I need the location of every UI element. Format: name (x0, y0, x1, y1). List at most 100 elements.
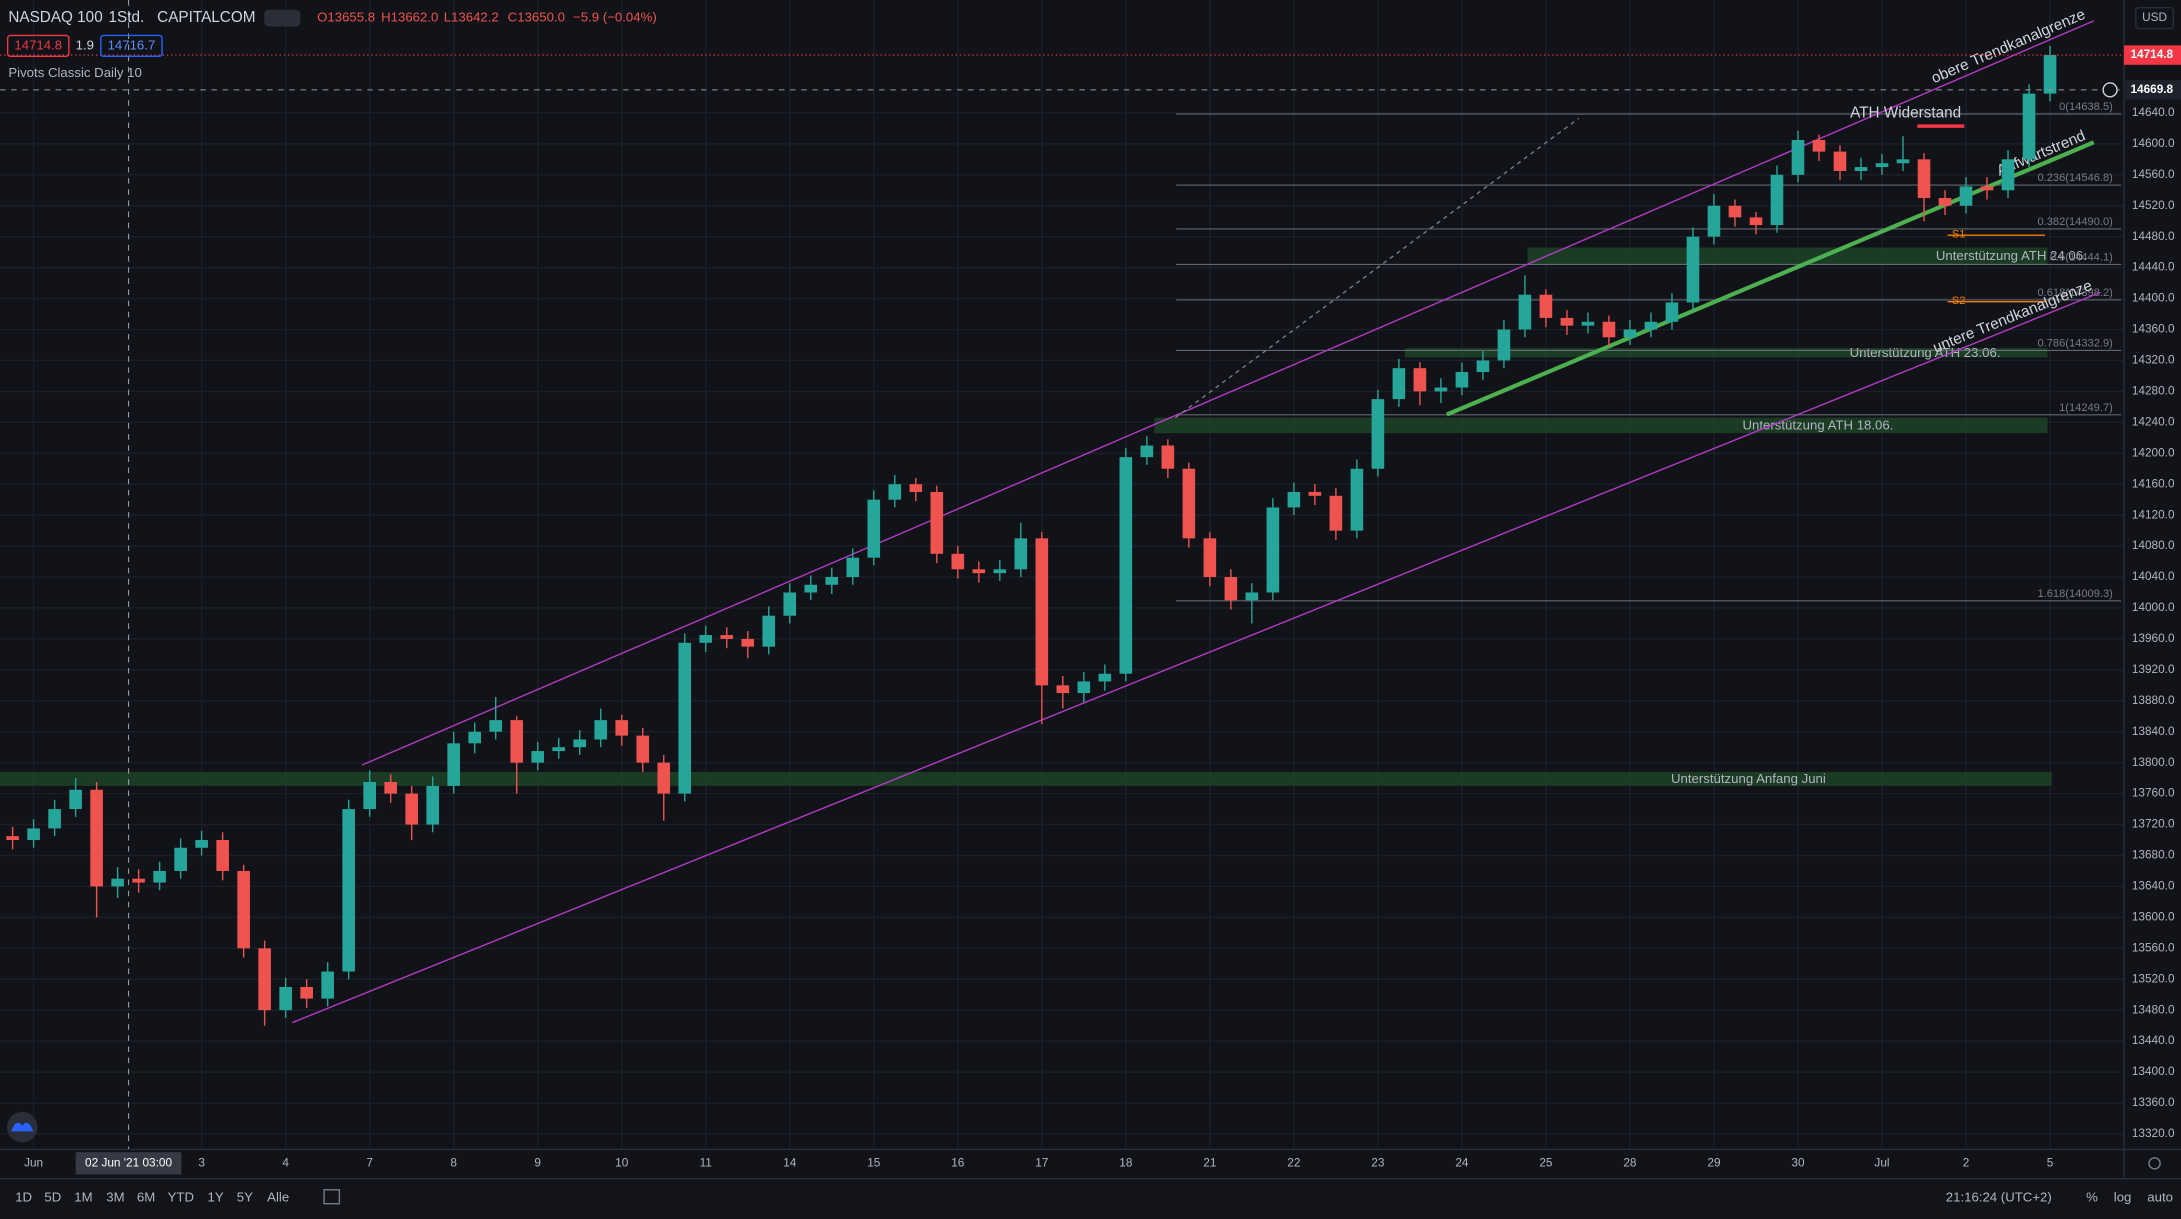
x-tick-label: 3 (198, 1155, 205, 1169)
candle-body (930, 491, 944, 554)
range-button[interactable]: 6M (137, 1190, 155, 1205)
candle-body (1350, 468, 1364, 531)
bid[interactable]: 14714.8 (14, 37, 62, 52)
ask[interactable]: 14716.7 (108, 37, 156, 52)
candle-body (1854, 167, 1868, 171)
currency-box[interactable] (2135, 6, 2175, 30)
crosshair-price-label: 14669.8 (2130, 82, 2173, 96)
axis-settings[interactable] (2148, 1157, 2161, 1170)
candle-body (426, 785, 439, 825)
axes: 13320.0 13360.0 13400.0 13440.0 13480.0 13520… (24, 45, 2181, 1175)
source: CAPITALCOM (157, 9, 255, 26)
candle-body (1686, 236, 1700, 303)
ask-box[interactable] (100, 34, 163, 58)
candle-body (1476, 360, 1490, 373)
candle-body (174, 847, 187, 871)
candle-body (531, 751, 545, 763)
indicator[interactable]: Pivots Classic Daily 10 (8, 65, 142, 80)
candle-body (321, 971, 334, 999)
candle-body (1644, 321, 1658, 330)
crosshair-price-tag (2123, 80, 2181, 100)
x-tick-label: 14 (783, 1155, 797, 1169)
candle-body (237, 870, 250, 949)
range-button[interactable]: 5D (44, 1190, 61, 1205)
candle-body (6, 836, 19, 841)
y-tick-label: 13720.0 (2132, 817, 2175, 831)
range-button[interactable]: 5Y (237, 1190, 253, 1205)
range-button[interactable]: 1M (74, 1190, 92, 1205)
x-tick-label: 11 (700, 1155, 712, 1169)
clock[interactable]: 21:16:24 (UTC+2) (1946, 1190, 2052, 1205)
log-toggle[interactable]: log (2114, 1190, 2132, 1205)
candle-body (447, 743, 460, 786)
x-tick-label: 18 (1119, 1155, 1133, 1169)
x-tick-label: 16 (951, 1155, 965, 1169)
bottom-toolbar (0, 1178, 2181, 1219)
x-tick-label: 29 (1707, 1155, 1721, 1169)
candle-body (909, 484, 923, 492)
status-badge[interactable] (264, 9, 301, 27)
candle-body (1014, 538, 1028, 570)
candle-body (1707, 205, 1721, 237)
readout-open: O13655.8 (317, 10, 375, 25)
channel-line (292, 291, 2101, 1024)
candle-body (195, 840, 208, 848)
y-tick-label: 13600.0 (2132, 909, 2175, 923)
candle-body (1749, 217, 1763, 226)
candle-body (1161, 445, 1175, 469)
bid-box[interactable] (6, 34, 70, 58)
candle-body (1392, 368, 1406, 400)
y-tick-label: 14400.0 (2132, 291, 2175, 305)
x-tick-label: 9 (534, 1155, 541, 1169)
dashed-line (1174, 117, 1580, 419)
zone-label: Unterstützung Anfang Juni (1671, 771, 1826, 786)
candle-body (1224, 577, 1238, 601)
candle-body (1602, 321, 1616, 338)
candle-body (594, 720, 608, 740)
candle-body (615, 720, 629, 736)
goto-date[interactable] (323, 1189, 341, 1205)
crosshair-add[interactable] (2102, 82, 2118, 98)
candle-body (2022, 93, 2036, 160)
x-tick-label: 17 (1035, 1155, 1048, 1169)
fib-label: 0.5(14444.1) (2050, 251, 2113, 263)
range-button[interactable]: 3M (106, 1190, 124, 1205)
y-tick-label: 13400.0 (2132, 1064, 2175, 1078)
symbol[interactable]: NASDAQ 100 (8, 9, 102, 26)
candle-body (657, 762, 671, 794)
candle-body (1308, 491, 1322, 496)
candle-body (993, 569, 1007, 574)
x-tick-label: 4 (282, 1155, 289, 1169)
range-button[interactable]: Alle (267, 1190, 289, 1205)
x-tick-label: 21 (1203, 1155, 1216, 1169)
interval[interactable]: 1Std. (108, 9, 144, 26)
candle-body (1182, 468, 1196, 539)
y-tick-label: 13920.0 (2132, 662, 2175, 676)
candle-body (1833, 151, 1847, 171)
candle-body (720, 635, 734, 639)
candle-body (48, 809, 61, 829)
candle-body (1119, 457, 1133, 674)
y-tick-label: 14520.0 (2132, 198, 2175, 212)
y-tick-label: 13960.0 (2132, 631, 2175, 645)
candle-body (27, 828, 40, 841)
candle-body (1098, 673, 1112, 682)
crosshair-time-tag (75, 1152, 182, 1175)
fib-label: 0.786(14332.9) (2038, 337, 2114, 349)
candle-body (1266, 507, 1280, 593)
last-price-tag (2123, 45, 2181, 65)
currency[interactable]: USD (2142, 10, 2167, 24)
candle-body (762, 615, 776, 647)
candle-body (216, 840, 229, 871)
candle-body (1329, 495, 1343, 531)
range-button[interactable]: 1D (15, 1190, 32, 1205)
readout-high: H13662.0 (381, 10, 438, 25)
candle-body (90, 789, 103, 887)
percent-toggle[interactable]: % (2086, 1190, 2098, 1205)
candle-body (1140, 445, 1154, 458)
range-button[interactable]: YTD (168, 1190, 194, 1205)
auto-toggle[interactable]: auto (2147, 1190, 2173, 1205)
range-button[interactable]: 1Y (208, 1190, 224, 1205)
